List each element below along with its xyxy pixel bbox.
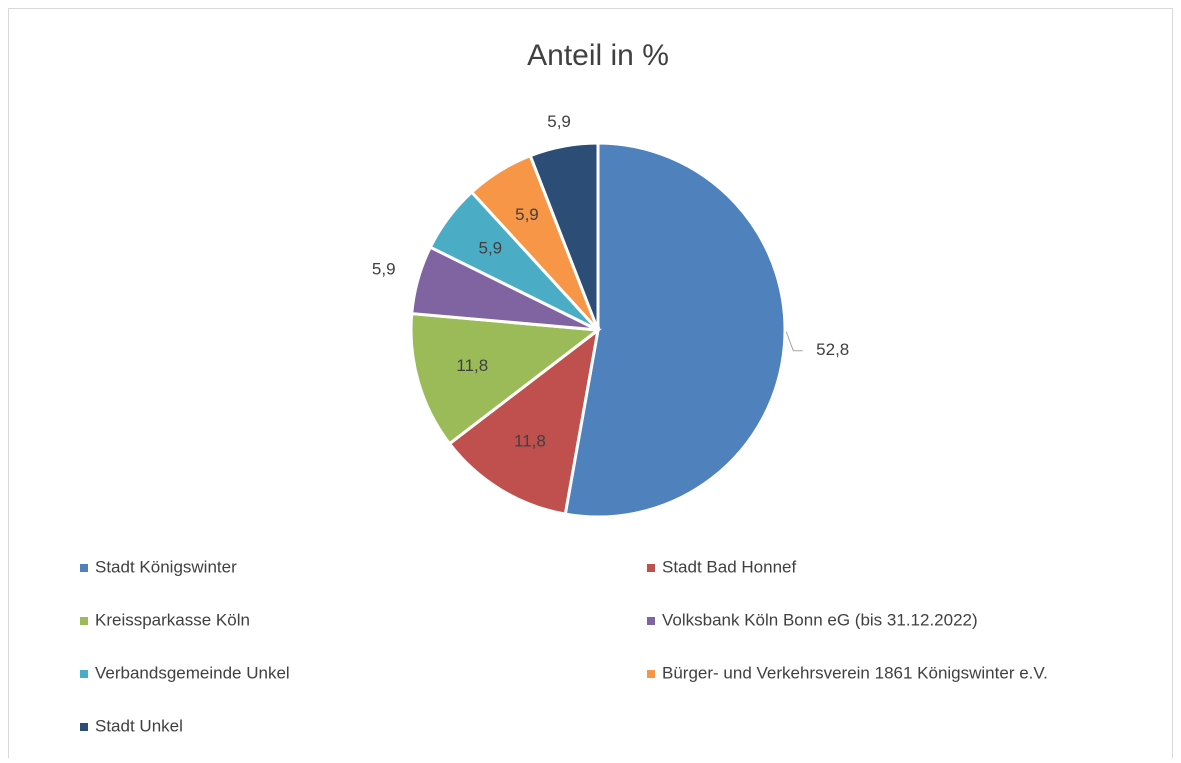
pie-slice — [563, 141, 787, 519]
legend-label: Volksbank Köln Bonn eG (bis 31.12.2022) — [662, 610, 978, 629]
legend-marker — [80, 670, 88, 678]
legend-marker — [647, 670, 655, 678]
pie-slice — [447, 326, 601, 516]
legend-marker — [647, 564, 655, 572]
pie-slice — [409, 311, 602, 446]
data-label: 5,9 — [372, 259, 396, 278]
legend-label: Stadt Königswinter — [95, 557, 237, 576]
legend-label: Bürger- und Verkehrsverein 1861 Königswi… — [662, 663, 1048, 682]
legend-marker — [647, 617, 655, 625]
legend-label: Kreissparkasse Köln — [95, 610, 250, 629]
data-label: 5,9 — [515, 205, 539, 224]
data-label: 5,9 — [479, 239, 503, 258]
legend-label: Stadt Unkel — [95, 716, 183, 735]
legend-label: Verbandsgemeinde Unkel — [95, 663, 290, 682]
data-label: 11,8 — [456, 356, 488, 375]
data-label: 11,8 — [514, 431, 546, 450]
legend-marker — [80, 564, 88, 572]
data-label: 5,9 — [547, 112, 571, 131]
data-label: 52,8 — [816, 340, 849, 359]
legend-marker — [80, 723, 88, 731]
chart-frame — [8, 8, 1173, 763]
legend-marker — [80, 617, 88, 625]
leader-line — [785, 331, 803, 352]
legend-label: Stadt Bad Honnef — [662, 557, 796, 576]
chart-title: Anteil in % — [527, 39, 669, 72]
pie-slice — [528, 141, 600, 331]
